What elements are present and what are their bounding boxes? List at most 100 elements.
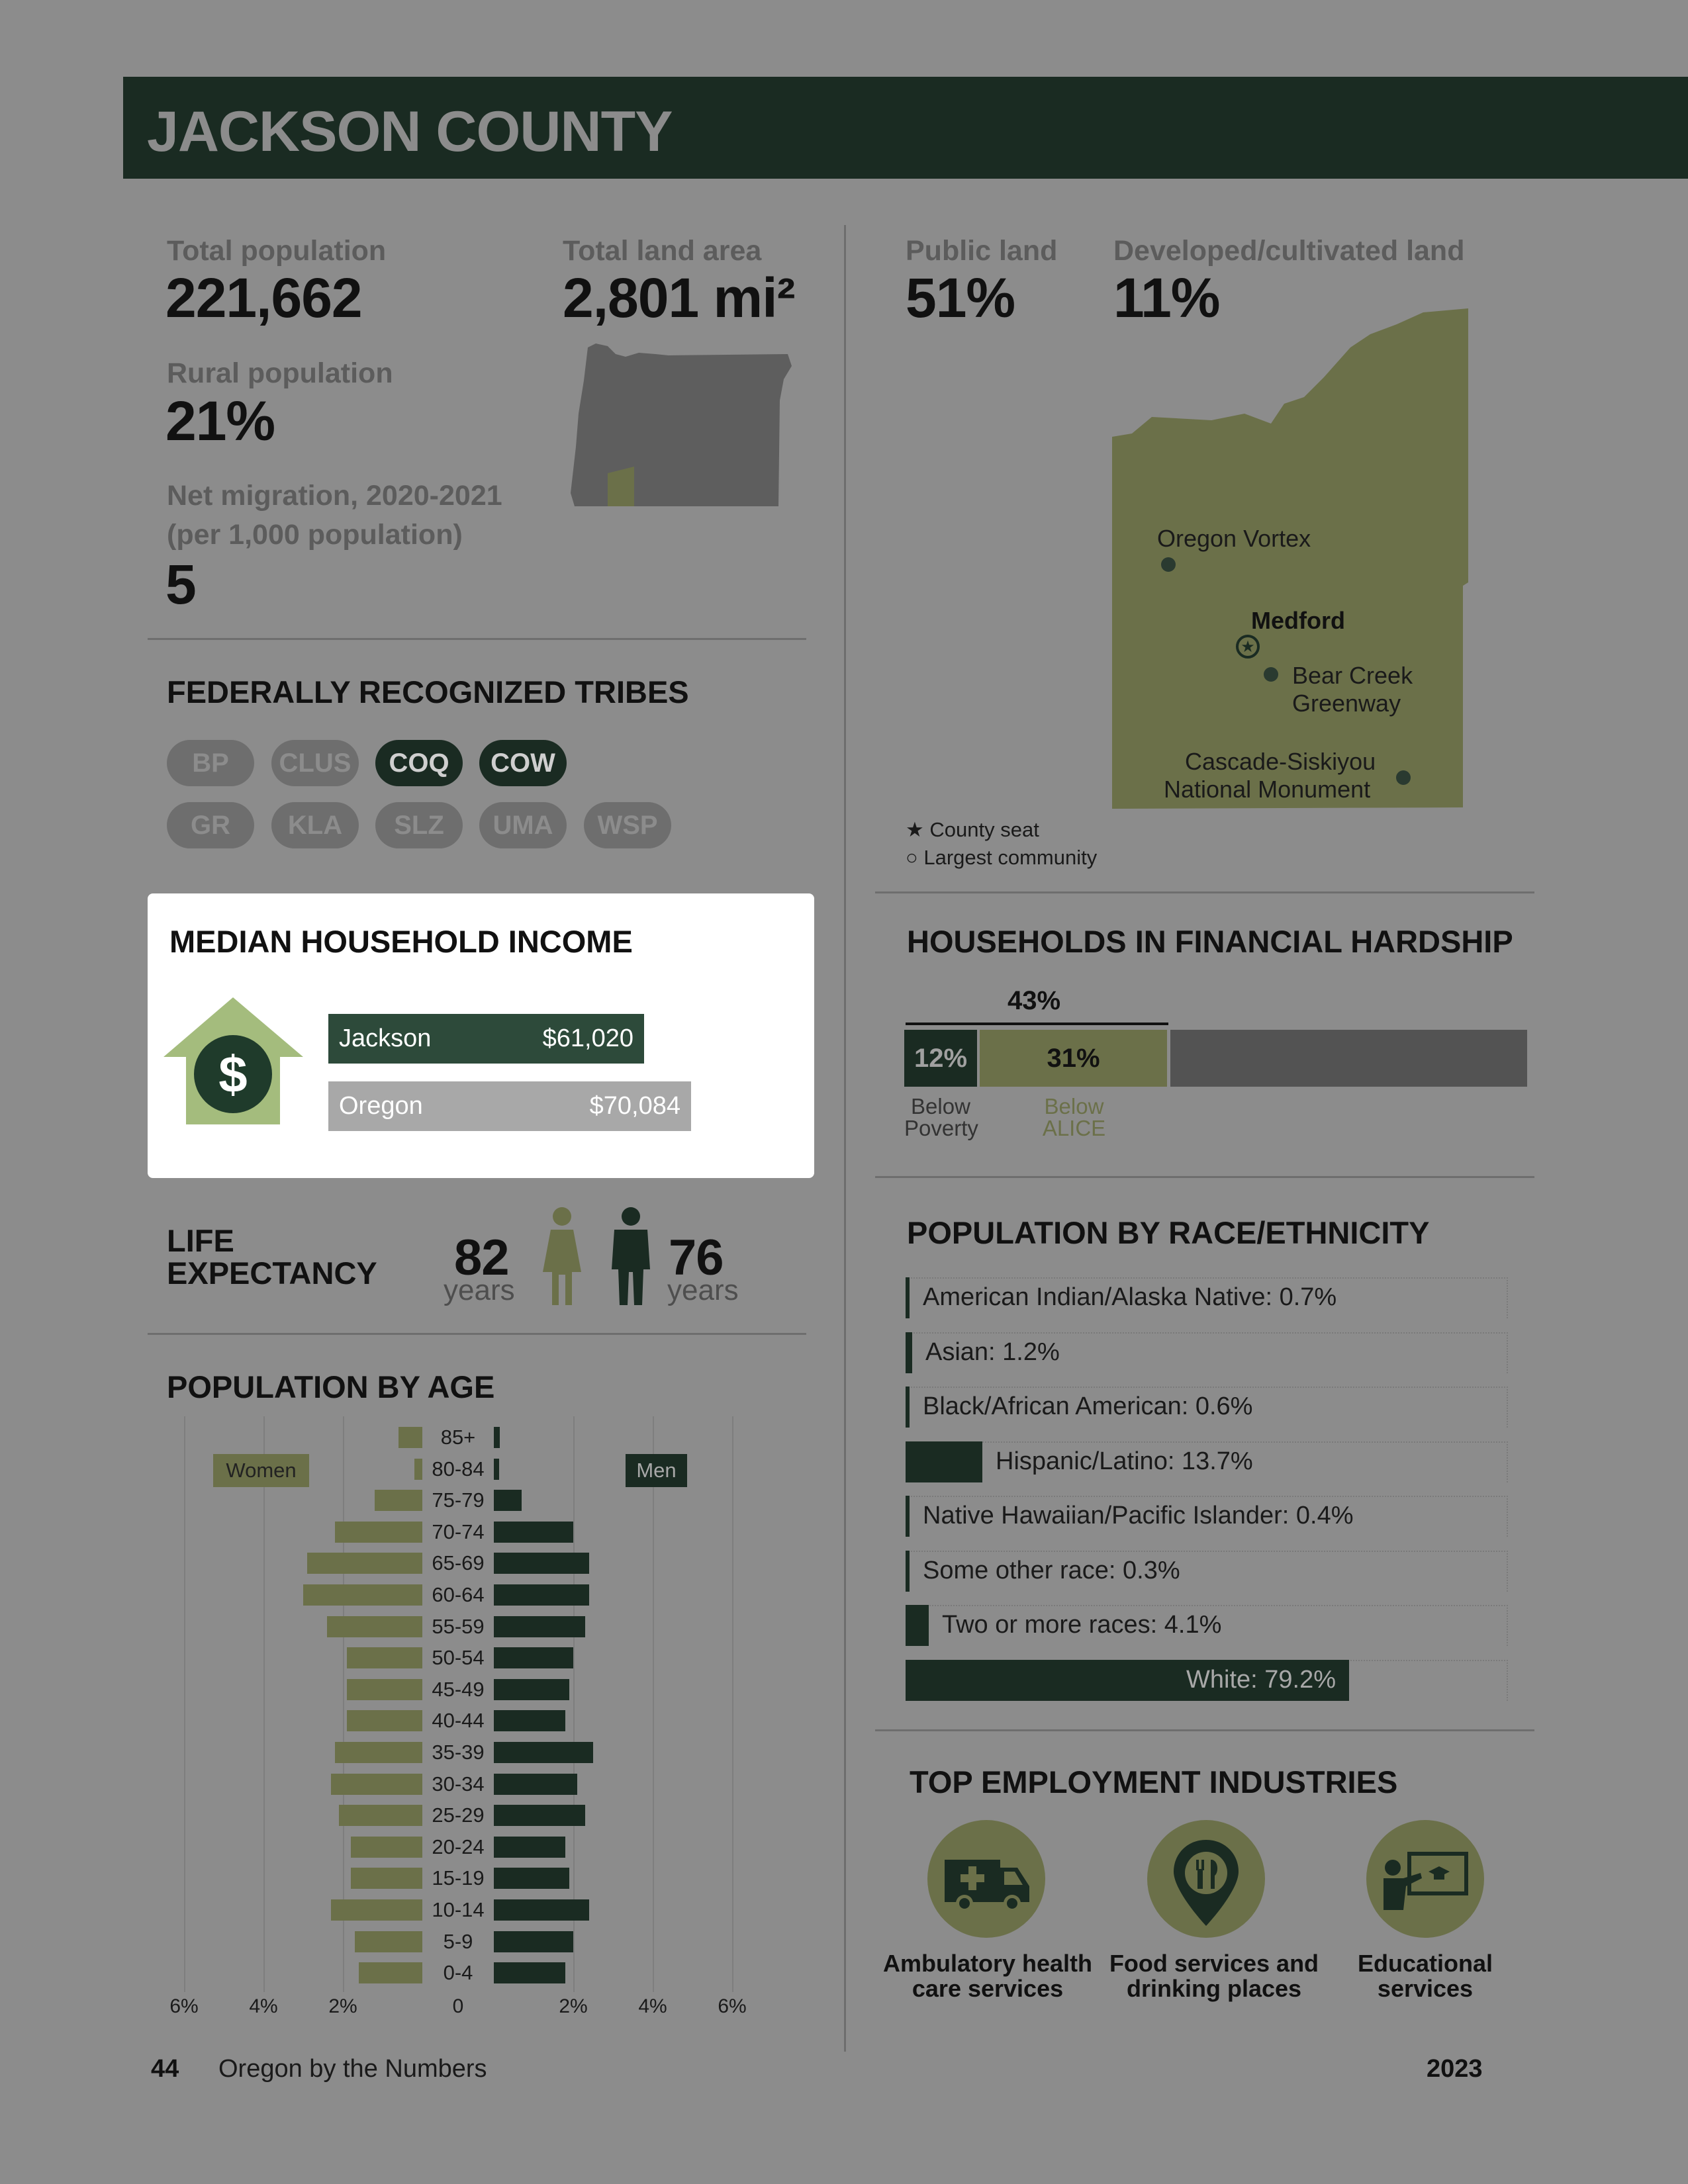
tribe-badge: BP [167,740,254,786]
remaining-segment [1170,1030,1527,1087]
bear-creek-dot [1264,667,1278,682]
gridline [653,1416,654,1992]
tribe-badge: CLUS [271,740,359,786]
income-title: MEDIAN HOUSEHOLD INCOME [169,924,633,959]
age-bar-men [494,1742,593,1763]
alice-label-line: Below [1044,1094,1104,1118]
age-bar-women [303,1584,422,1606]
total-population-label: Total population [167,235,387,267]
industry-icon-bg [1147,1820,1265,1938]
age-bar-women [351,1837,422,1858]
age-bar-men [494,1710,565,1731]
life-title-line: EXPECTANCY [167,1255,377,1291]
tribe-badge: GR [167,802,254,848]
industry-label: Educational services [1313,1951,1538,2001]
men-life-unit: years [667,1274,739,1306]
circle-icon: ○ [906,846,918,869]
land-area-label: Total land area [563,235,762,267]
svg-text:★: ★ [1241,637,1255,656]
divider [148,638,806,640]
developed-land-label: Developed/cultivated land [1113,235,1465,267]
age-group-label: 50-54 [432,1646,485,1669]
industry-label-line: drinking places [1126,1974,1302,2002]
publication-name: Oregon by the Numbers [218,2055,487,2083]
age-group-label: 40-44 [432,1709,485,1732]
gridline [573,1416,575,1992]
man-icon [612,1207,650,1305]
age-bar-men [494,1805,585,1826]
poverty-label-line: Poverty [904,1116,978,1140]
industry-label: Food services and drinking places [1102,1951,1327,2001]
age-bar-women [347,1710,422,1731]
age-group-label: 70-74 [432,1520,485,1543]
age-group-label: 25-29 [432,1803,485,1827]
column-divider [844,225,846,2052]
net-migration-value: 5 [165,553,197,615]
income-bar-label: Oregon [339,1092,423,1120]
age-group-label: 5-9 [443,1930,473,1953]
race-bar [906,1660,1349,1701]
page-title: JACKSON COUNTY [147,100,673,163]
age-bar-men [494,1553,589,1574]
race-bar [906,1332,912,1373]
age-bar-women [347,1679,422,1700]
map-place-label: National Monument [1164,776,1371,803]
gridline [263,1416,265,1992]
age-group-label: 80-84 [432,1457,485,1480]
race-row [906,1387,1508,1428]
woman-icon [543,1207,581,1305]
industry-label: Ambulatory health care services [875,1951,1100,2001]
axis-tick-label: 0 [452,1995,464,2017]
map-place-label: Greenway [1292,690,1401,717]
industries-title: TOP EMPLOYMENT INDUSTRIES [910,1764,1398,1799]
axis-tick-label: 6% [718,1995,747,2017]
map-place-label: Bear Creek [1292,662,1413,689]
age-group-label: 45-49 [432,1678,485,1701]
age-bar-men [494,1427,500,1448]
age-bar-women [335,1742,422,1763]
age-bar-men [494,1868,569,1889]
medford-seat-marker [1236,635,1260,659]
income-bar-label: Jackson [339,1024,432,1052]
teacher-board-icon [1383,1852,1468,1910]
age-bar-women [331,1899,422,1921]
age-group-label: 0-4 [443,1961,473,1984]
industry-label-line: Educational [1357,1950,1493,1977]
age-bar-men [494,1962,565,1983]
svg-text:$: $ [218,1045,247,1103]
tribe-badge: COW [479,740,567,786]
age-bar-women [351,1868,422,1889]
hardship-total: 43% [1008,986,1061,1015]
race-row [906,1551,1508,1592]
legend-seat-label: County seat [929,818,1039,841]
race-bar [906,1496,910,1537]
age-bar-men [494,1679,569,1700]
tribe-badge: UMA [479,802,567,848]
women-life-value: 82 [454,1230,510,1286]
age-group-label: 35-39 [432,1741,485,1764]
rural-population-value: 21% [165,390,275,452]
age-bar-men [494,1774,577,1795]
star-icon: ★ [906,818,924,841]
total-population-value: 221,662 [165,267,363,329]
age-bar-women [331,1774,422,1795]
age-bar-women [414,1459,422,1480]
oregon-vortex-dot [1161,557,1176,572]
industry-label-line: care services [912,1974,1064,2002]
gridline [732,1416,733,1992]
age-group-label: 60-64 [432,1583,485,1606]
age-bar-women [327,1616,422,1637]
age-bar-men [494,1837,565,1858]
life-expectancy-title: LIFE EXPECTANCY [167,1224,377,1290]
race-label: Some other race: 0.3% [923,1557,1180,1584]
tribe-badge: KLA [271,802,359,848]
men-life-value: 76 [669,1230,724,1286]
income-bar-value: $61,020 [542,1024,633,1052]
age-bar-men [494,1490,522,1511]
age-bar-women [355,1931,422,1952]
migration-label-2: (per 1,000 population) [167,519,463,551]
ambulance-icon [945,1860,1029,1912]
poverty-legend: Below Poverty [904,1095,978,1140]
alice-legend: Below ALICE [1036,1095,1112,1139]
race-label: White: 79.2% [1186,1666,1336,1694]
